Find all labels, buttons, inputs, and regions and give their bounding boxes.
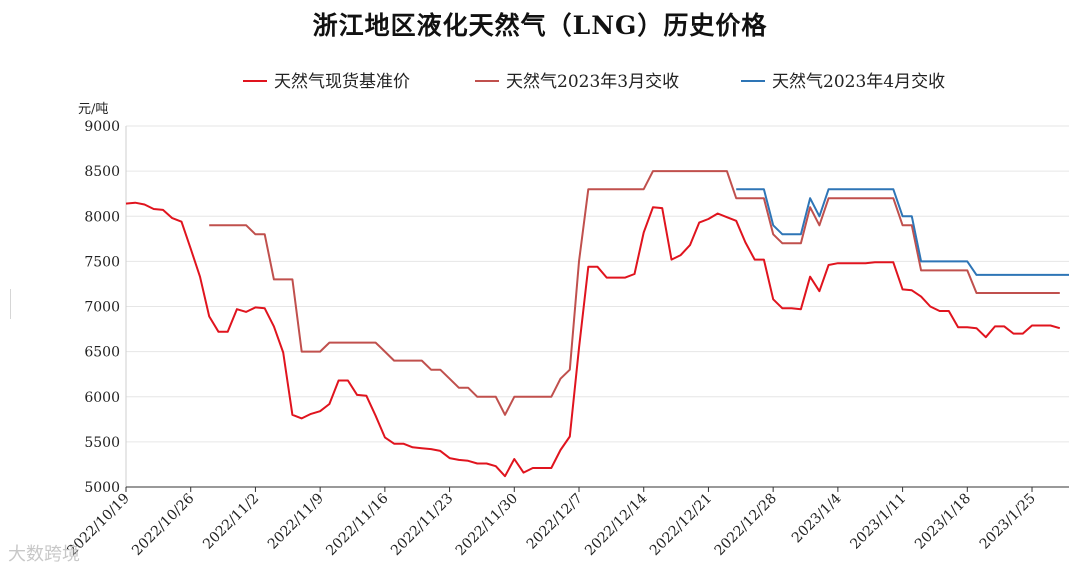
watermark-text: 大数跨境: [8, 544, 80, 565]
series-lines: [125, 170, 1069, 478]
x-tick-label: 2022/12/7: [524, 491, 586, 553]
x-tick-label: 2023/1/11: [847, 491, 909, 553]
series-line-3: [736, 188, 1069, 276]
chart-title: 浙江地区液化天然气（LNG）历史价格: [312, 11, 768, 40]
x-tick-label: 2023/1/25: [977, 491, 1039, 553]
x-tick-label: 2022/11/9: [265, 491, 327, 553]
x-tick-label: 2023/1/18: [912, 491, 974, 553]
x-tick-label: 2022/11/16: [323, 490, 391, 558]
legend: 天然气现货基准价 天然气2023年3月交收 天然气2023年4月交收: [243, 72, 945, 92]
x-tick-label: 2023/1/4: [789, 490, 845, 546]
y-tick-label: 8000: [84, 209, 120, 225]
axes: 5000 5500 6000 6500 7000 7500 8000 8500 9000 元/吨 2…: [64, 102, 1069, 559]
y-tick-label: 5000: [84, 480, 120, 496]
legend-label: 天然气2023年3月交收: [506, 72, 679, 92]
x-tick-label: 2022/11/30: [453, 491, 521, 559]
series-line-2: [209, 170, 1060, 416]
y-axis-unit-label: 元/吨: [78, 102, 108, 117]
x-tick-label: 2022/11/23: [388, 491, 456, 559]
legend-label: 天然气现货基准价: [274, 72, 410, 92]
series-line-1: [125, 201, 1061, 478]
x-tick-label: 2022/12/21: [647, 491, 715, 559]
legend-label: 天然气2023年4月交收: [772, 72, 945, 92]
y-tick-label: 8500: [84, 164, 120, 180]
y-tick-label: 7500: [84, 254, 120, 270]
y-tick-label: 6000: [84, 390, 120, 406]
x-tick-label: 2022/12/28: [712, 491, 780, 559]
grid: [126, 125, 1069, 443]
x-tick-label: 2022/10/26: [129, 490, 197, 558]
side-marker: [10, 289, 38, 319]
y-tick-label: 6500: [84, 345, 120, 361]
y-tick-label: 7000: [84, 300, 120, 316]
x-tick-label: 2022/12/14: [582, 490, 650, 558]
y-tick-label: 9000: [84, 119, 120, 135]
x-tick-label: 2022/11/2: [200, 491, 262, 553]
y-tick-label: 5500: [84, 435, 120, 451]
